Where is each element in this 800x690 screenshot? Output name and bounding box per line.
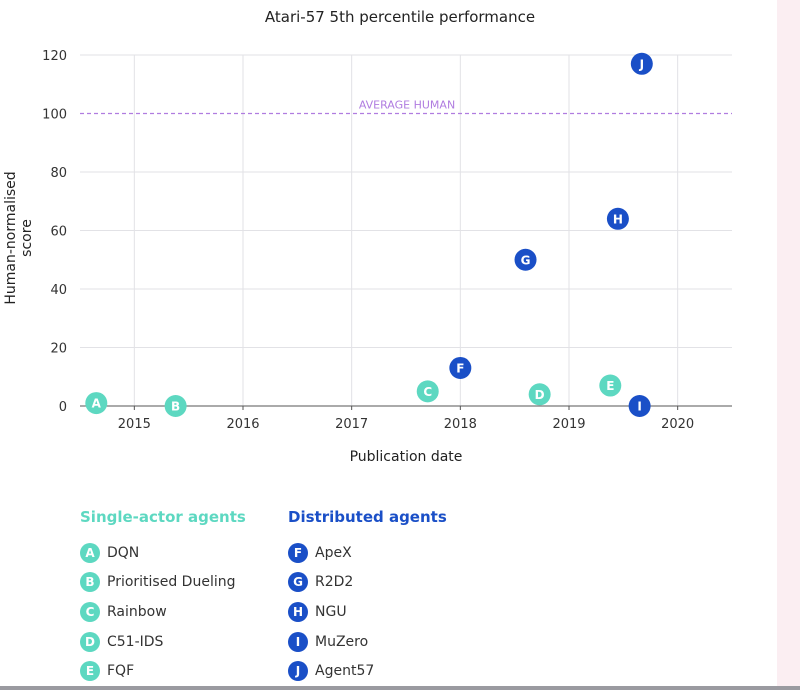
legend-item: E FQF <box>80 656 246 686</box>
scatter-chart: 0 20 40 60 80 100 120 2015 2016 2017 2018 2019 2020 A… <box>42 49 732 432</box>
legend-item-label: NGU <box>315 603 347 620</box>
legend-badge: H <box>288 601 308 622</box>
legend-item: C Rainbow <box>80 597 246 627</box>
legend-badge: F <box>288 542 308 563</box>
legend-item-label: Prioritised Dueling <box>107 574 236 591</box>
legend-distributed: Distributed agents F ApeX G R2D2 H NGU I MuZ… <box>288 508 447 686</box>
y-tick-label: 100 <box>42 108 67 123</box>
legend-item-label: Rainbow <box>107 603 167 620</box>
legend-item-label: FQF <box>107 663 135 680</box>
x-tick-label: 2017 <box>335 417 368 432</box>
data-point-label: C <box>423 385 432 399</box>
legend-item-label: DQN <box>107 544 140 561</box>
y-axis-label: Human-normalised score <box>3 171 35 305</box>
chart-title: Atari-57 5th percentile performance <box>264 8 536 26</box>
data-point-label: B <box>171 400 180 414</box>
y-tick-label: 20 <box>50 342 67 357</box>
data-point-label: A <box>92 397 102 411</box>
legend-item-label: ApeX <box>315 544 352 561</box>
data-point-label: I <box>637 400 641 414</box>
data-point-label: E <box>606 379 614 393</box>
data-point-label: J <box>639 57 644 71</box>
legend-single-title: Single-actor agents <box>80 508 246 526</box>
legend-item: A DQN <box>80 538 246 568</box>
x-tick-label: 2020 <box>661 417 694 432</box>
legend-item: B Prioritised Dueling <box>80 568 246 598</box>
legend-item: D C51-IDS <box>80 627 246 657</box>
x-axis-label: Publication date <box>349 449 463 465</box>
legend-item-label: Agent57 <box>315 663 375 680</box>
legend-item: J Agent57 <box>288 656 447 686</box>
data-point-label: H <box>613 212 623 226</box>
data-point <box>628 395 651 417</box>
y-tick-label: 0 <box>59 400 67 415</box>
legend-badge: B <box>80 572 100 593</box>
legend-badge: J <box>288 661 308 682</box>
data-point <box>416 380 439 403</box>
legend-item: G R2D2 <box>288 568 447 598</box>
x-tick-label: 2018 <box>444 417 477 432</box>
data-point <box>514 248 537 271</box>
data-point-label: D <box>535 388 545 402</box>
legend-badge: G <box>288 572 308 593</box>
data-point <box>164 395 187 417</box>
data-point-label: F <box>456 361 464 375</box>
legend-distributed-title: Distributed agents <box>288 508 447 526</box>
bottom-edge-line <box>0 686 800 690</box>
data-point <box>630 52 653 75</box>
legend-single-actor: Single-actor agents A DQN B Prioritised Du… <box>80 508 246 686</box>
average-human-label: AVERAGE HUMAN <box>359 99 455 112</box>
legend-item-label: R2D2 <box>315 574 354 591</box>
data-point <box>528 383 551 406</box>
data-point <box>85 392 108 415</box>
y-tick-label: 60 <box>50 225 67 240</box>
legend-item: F ApeX <box>288 538 447 568</box>
legend-item-label: C51-IDS <box>107 633 164 650</box>
legend-badge: D <box>80 631 100 652</box>
y-tick-label: 120 <box>42 49 67 64</box>
x-tick-label: 2019 <box>552 417 585 432</box>
legend-item: H NGU <box>288 597 447 627</box>
x-tick-label: 2015 <box>118 417 151 432</box>
data-point-label: G <box>521 253 531 267</box>
data-point <box>599 374 622 397</box>
legend-badge: I <box>288 631 308 652</box>
data-point <box>606 207 629 230</box>
legend-badge: E <box>80 661 100 682</box>
y-tick-label: 80 <box>50 166 67 181</box>
data-point <box>449 356 472 379</box>
y-tick-label: 40 <box>50 283 67 298</box>
legend-badge: A <box>80 542 100 563</box>
x-tick-label: 2016 <box>226 417 259 432</box>
legend-badge: C <box>80 601 100 622</box>
right-edge-strip <box>777 0 800 690</box>
legend-item-label: MuZero <box>315 633 369 650</box>
legend-item: I MuZero <box>288 627 447 657</box>
